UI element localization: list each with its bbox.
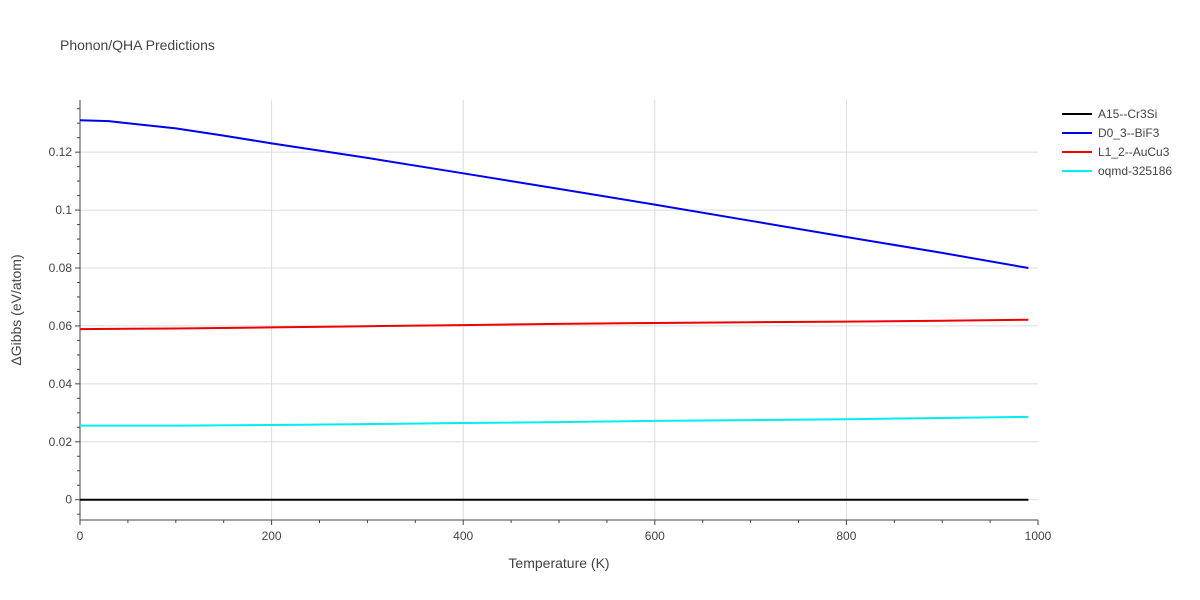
x-tick-label: 400 <box>453 529 473 543</box>
legend[interactable]: A15--Cr3Si D0_3--BiF3 L1_2--AuCu3 oqmd-3251… <box>1062 107 1172 178</box>
legend-item-L1_2--AuCu3[interactable]: L1_2--AuCu3 <box>1062 145 1170 159</box>
series-line-L1_2--AuCu3 <box>79 318 1029 331</box>
y-axis-title: ΔGibbs (eV/atom) <box>8 254 24 365</box>
axes: 0 0.02 0.04 0.06 0.08 0.1 0.12 0 200 400 600 800 100… <box>49 100 1052 543</box>
y-tick-label: 0 <box>65 493 72 507</box>
legend-item-oqmd-325186[interactable]: oqmd-325186 <box>1062 164 1172 178</box>
series-line-D0_3--BiF3 <box>79 119 1029 269</box>
legend-item-D0_3--BiF3[interactable]: D0_3--BiF3 <box>1062 126 1160 140</box>
y-tick-label: 0.1 <box>55 203 72 217</box>
legend-label: D0_3--BiF3 <box>1098 126 1160 140</box>
x-tick-label: 1000 <box>1025 529 1052 543</box>
x-axis-title: Temperature (K) <box>508 555 609 571</box>
legend-label: L1_2--AuCu3 <box>1098 145 1170 159</box>
x-tick-label: 0 <box>77 529 84 543</box>
x-tick-label: 800 <box>836 529 856 543</box>
legend-label: oqmd-325186 <box>1098 164 1172 178</box>
y-tick-label: 0.04 <box>49 377 73 391</box>
x-tick-label: 600 <box>645 529 665 543</box>
grid <box>80 100 1038 520</box>
y-tick-label: 0.06 <box>49 319 73 333</box>
chart-title: Phonon/QHA Predictions <box>60 37 215 53</box>
series-lines <box>79 119 1029 501</box>
y-tick-label: 0.12 <box>49 145 73 159</box>
legend-label: A15--Cr3Si <box>1098 107 1157 121</box>
y-tick-label: 0.02 <box>49 435 73 449</box>
x-tick-label: 200 <box>262 529 282 543</box>
legend-item-A15--Cr3Si[interactable]: A15--Cr3Si <box>1062 107 1157 121</box>
series-line-oqmd-325186 <box>80 415 1029 427</box>
y-tick-label: 0.08 <box>49 261 73 275</box>
